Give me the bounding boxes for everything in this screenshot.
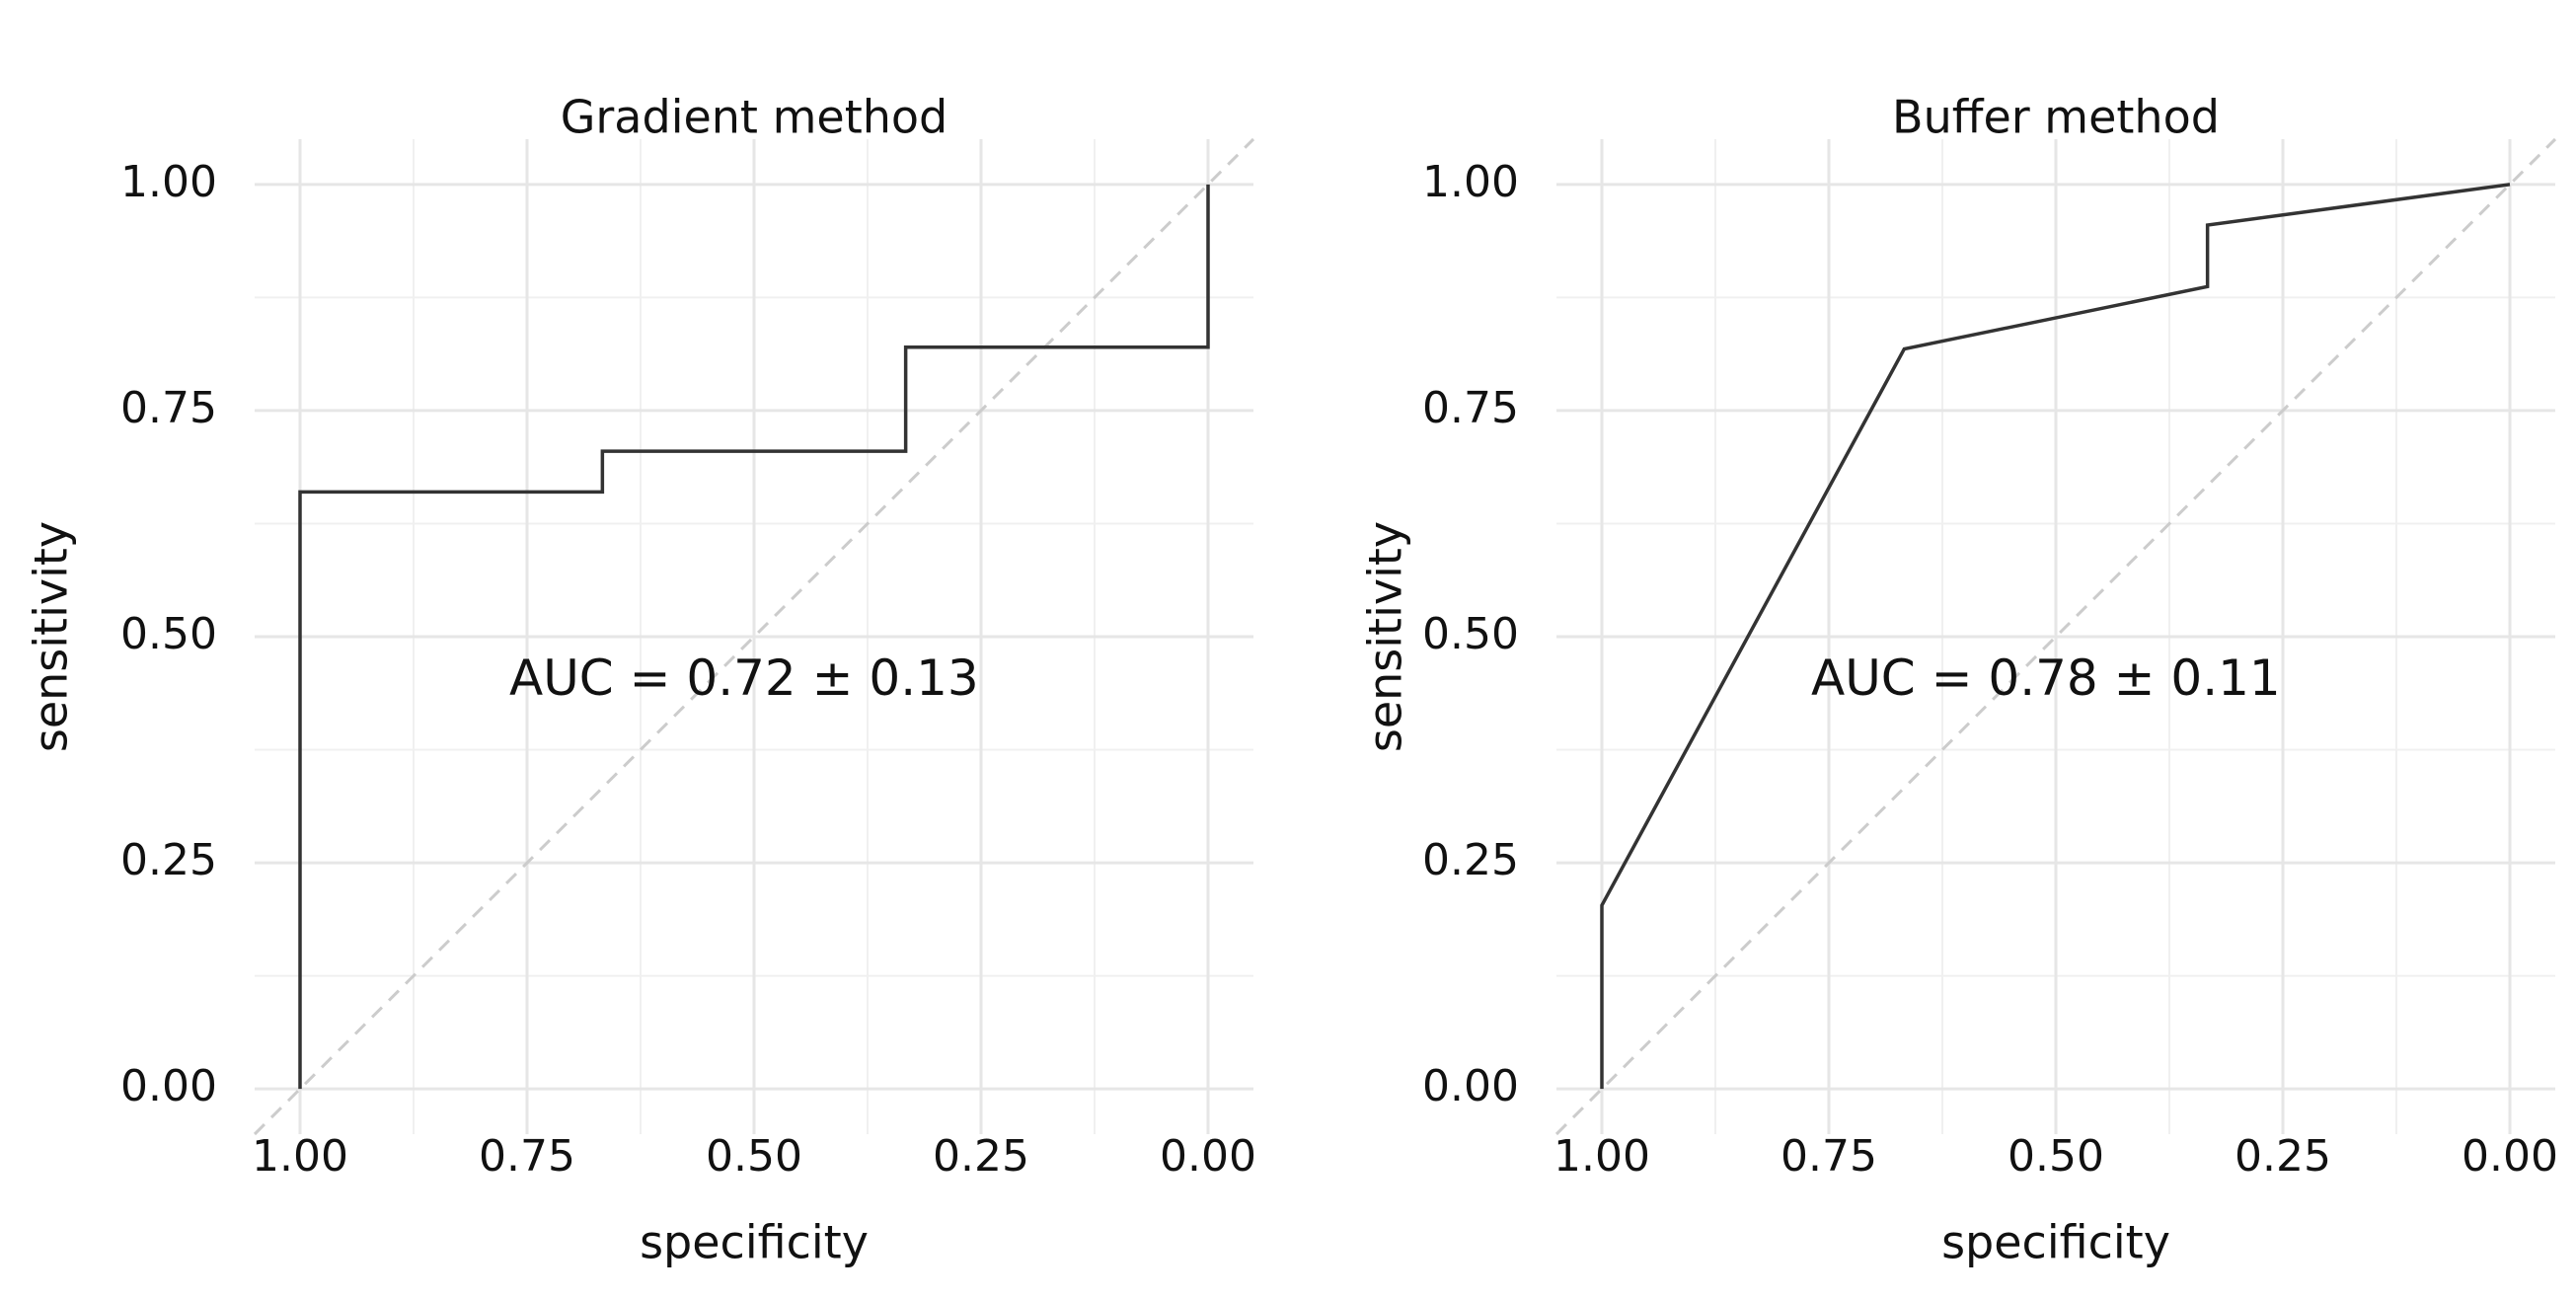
y-tick-label: 0.75 [120,383,217,433]
x-tick-label: 0.00 [2462,1131,2558,1182]
y-axis-title: sensitivity [1359,521,1412,752]
chart-title: Gradient method [561,91,947,144]
y-tick-label: 0.25 [120,835,217,885]
x-tick-label: 0.00 [1160,1131,1256,1182]
annotation: AUC = 0.72 ± 0.13 [509,650,979,707]
x-tick-label: 0.50 [2008,1131,2104,1182]
y-tick-label: 0.50 [1422,609,1519,659]
y-tick-label: 0.00 [1422,1061,1519,1111]
x-axis-title: specificity [640,1216,869,1269]
y-tick-label: 0.00 [120,1061,217,1111]
roc-curve [1600,183,2511,1090]
x-tick-label: 1.00 [252,1131,348,1182]
y-tick-label: 1.00 [1422,157,1519,207]
x-tick-label: 0.25 [933,1131,1029,1182]
y-tick-label: 0.50 [120,609,217,659]
x-tick-label: 0.75 [479,1131,575,1182]
x-tick-label: 0.25 [2235,1131,2331,1182]
roc-curve [298,184,1210,1090]
y-tick-label: 0.75 [1422,383,1519,433]
annotation: AUC = 0.78 ± 0.11 [1811,650,2281,707]
y-tick-label: 1.00 [120,157,217,207]
x-tick-label: 1.00 [1553,1131,1650,1182]
y-axis-title: sensitivity [25,521,78,752]
y-tick-label: 0.25 [1422,835,1519,885]
x-tick-label: 0.50 [706,1131,802,1182]
chart-title: Buffer method [1892,91,2220,144]
x-axis-title: specificity [1941,1216,2170,1269]
x-tick-label: 0.75 [1780,1131,1877,1182]
